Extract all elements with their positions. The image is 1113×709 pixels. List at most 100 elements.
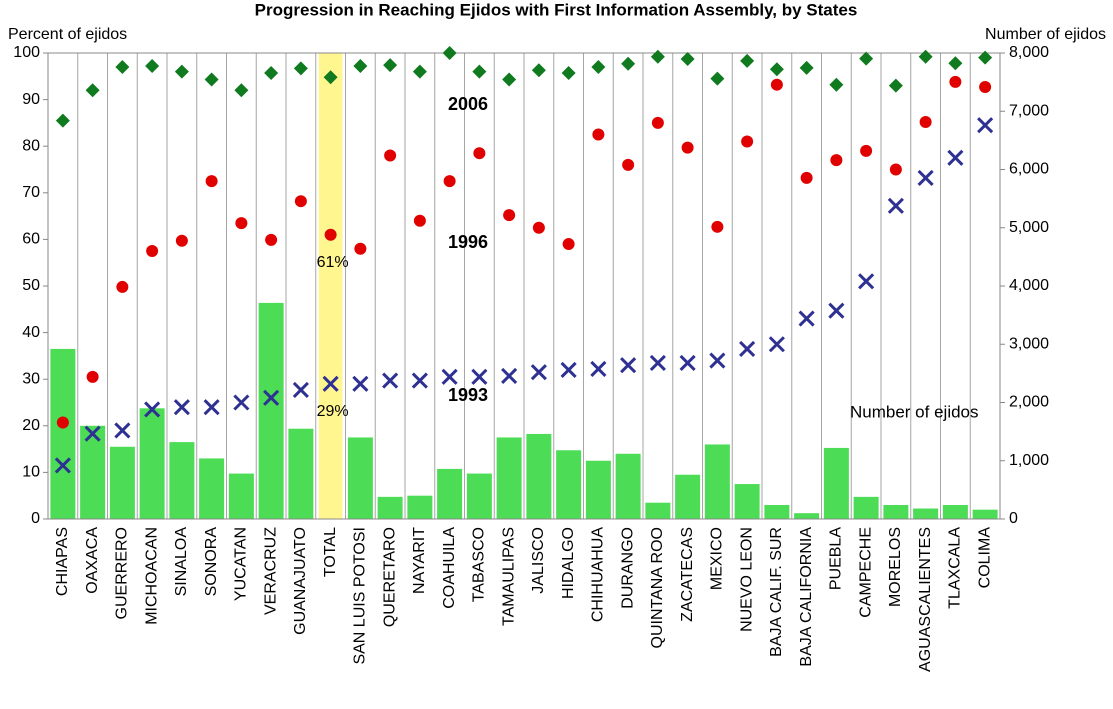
x-tick-label: NUEVO LEON: [738, 527, 755, 632]
bar: [258, 302, 284, 519]
x-marker: [739, 340, 756, 357]
bar: [913, 508, 939, 519]
x-tick-label: CHIHUAHUA: [590, 527, 607, 622]
diamond-marker: [502, 72, 517, 87]
circle-marker: [741, 135, 754, 148]
diamond-marker: [740, 53, 755, 68]
x-marker: [411, 372, 428, 389]
x-marker: [203, 399, 220, 416]
y-tick-label: 0: [31, 510, 40, 527]
circle-marker: [711, 220, 724, 233]
circle-marker: [919, 115, 932, 128]
y-tick-label: 50: [22, 277, 40, 294]
x-tick-label: SINALOA: [173, 527, 190, 597]
bar: [377, 496, 403, 519]
y-tick-label: 80: [22, 137, 40, 154]
x-tick-label: BAJA CALIFORNIA: [798, 527, 815, 667]
circle-marker: [324, 228, 337, 241]
y-axis-title: Percent of ejidos: [8, 26, 127, 43]
bar: [288, 428, 314, 519]
x-tick-label: MORELOS: [887, 527, 904, 607]
x-tick-label: TOTAL: [322, 527, 339, 577]
circle-marker: [889, 163, 902, 176]
circle-marker: [86, 370, 99, 383]
y2-axis-title: Number of ejidos: [985, 26, 1106, 43]
x-marker: [173, 399, 190, 416]
circle-marker: [56, 416, 69, 429]
diamond-marker: [472, 64, 487, 79]
bar: [169, 442, 195, 519]
x-tick-label: QUERETARO: [381, 527, 398, 627]
bar: [764, 505, 790, 519]
diamond-marker: [353, 59, 368, 74]
y-tick-label: 30: [22, 370, 40, 387]
bar: [556, 450, 582, 519]
circle-marker: [265, 233, 278, 246]
x-marker: [590, 360, 607, 378]
circle-marker: [175, 234, 188, 247]
diamond-marker: [85, 83, 100, 98]
value-label: 61%: [317, 254, 349, 271]
circle-marker: [443, 175, 456, 188]
diamond-marker: [888, 78, 903, 93]
x-tick-label: PUEBLA: [828, 527, 845, 590]
x-tick-label: BAJA CALIF. SUR: [768, 527, 785, 657]
x-tick-label: TABASCO: [471, 527, 488, 602]
circle-marker: [562, 238, 575, 251]
y-tick-label: 10: [22, 464, 40, 481]
y2-tick-label: 8,000: [1009, 44, 1049, 61]
y-tick-label: 70: [22, 184, 40, 201]
bar: [972, 509, 998, 519]
y2-tick-label: 3,000: [1009, 335, 1049, 352]
diamond-marker: [234, 83, 249, 98]
x-marker: [233, 394, 250, 411]
bar: [407, 495, 433, 519]
x-marker: [54, 457, 71, 474]
y-tick-label: 90: [22, 91, 40, 108]
x-tick-label: HIDALGO: [560, 527, 577, 599]
diamond-marker: [383, 58, 398, 73]
x-tick-label: VERACRUZ: [262, 527, 279, 615]
x-marker: [352, 375, 369, 392]
x-tick-label: YUCATAN: [233, 527, 250, 601]
bar: [199, 458, 225, 519]
x-marker: [649, 354, 666, 371]
diamond-marker: [680, 52, 695, 67]
x-tick-label: MEXICO: [709, 527, 726, 590]
bar: [794, 513, 820, 519]
diamond-marker: [55, 113, 70, 128]
x-tick-label: ZACATECAS: [679, 527, 696, 622]
bar: [883, 505, 909, 519]
diamond-marker: [650, 49, 665, 64]
x-marker: [679, 354, 696, 371]
diamond-marker: [145, 59, 160, 74]
x-marker: [84, 425, 101, 442]
y-tick-label: 20: [22, 417, 40, 434]
x-marker: [887, 197, 904, 214]
circle-marker: [622, 158, 635, 171]
x-tick-label: SAN LUIS POTOSI: [352, 527, 369, 665]
y2-tick-label: 0: [1009, 510, 1018, 527]
x-tick-label: MICHOACAN: [143, 527, 160, 625]
y-tick-label: 60: [22, 231, 40, 248]
diamond-marker: [204, 72, 219, 87]
x-tick-label: CHIAPAS: [54, 527, 71, 596]
bar: [853, 496, 879, 519]
circle-marker: [473, 147, 486, 160]
series-label: 1996: [448, 232, 488, 252]
x-marker: [292, 381, 309, 398]
diamond-marker: [710, 71, 725, 86]
circle-marker: [860, 144, 873, 157]
circle-marker: [532, 221, 545, 234]
series-label: 1993: [448, 385, 488, 405]
bar: [80, 425, 106, 519]
x-marker: [382, 372, 399, 389]
y-tick-label: 40: [22, 324, 40, 341]
circle-marker: [592, 128, 605, 141]
x-tick-label: GUANAJUATO: [292, 527, 309, 635]
x-marker: [441, 368, 458, 385]
circle-marker: [681, 141, 694, 154]
circle-marker: [800, 171, 813, 184]
chart-title: Progression in Reaching Ejidos with Firs…: [255, 0, 858, 19]
diamond-marker: [918, 49, 933, 64]
